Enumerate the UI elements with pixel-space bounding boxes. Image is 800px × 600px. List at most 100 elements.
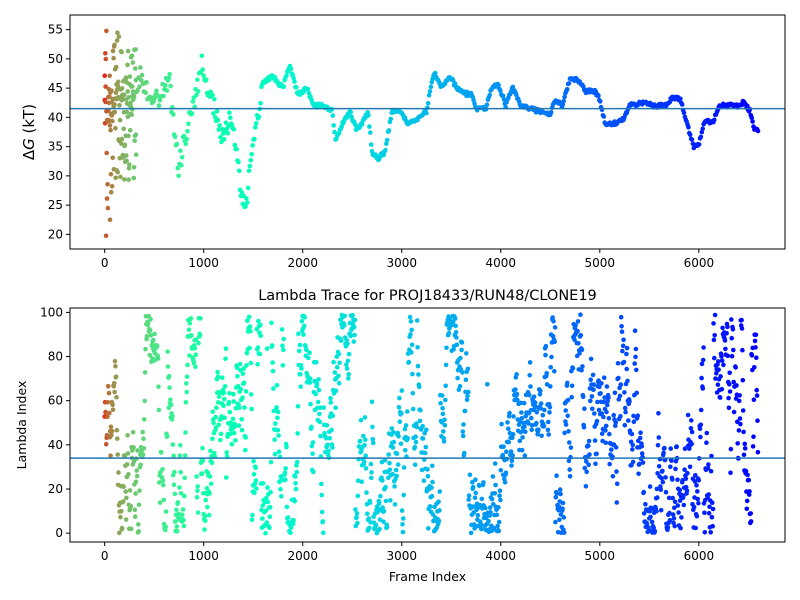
data-point	[751, 397, 757, 403]
data-point	[386, 128, 392, 133]
data-point	[109, 428, 115, 434]
data-point	[346, 371, 352, 377]
data-point	[167, 71, 172, 77]
data-point	[712, 355, 717, 361]
data-point	[124, 158, 129, 164]
data-point	[670, 477, 675, 482]
data-point	[136, 502, 142, 508]
data-point	[579, 367, 584, 373]
data-point	[566, 429, 571, 434]
data-point	[320, 519, 326, 524]
data-point	[473, 477, 478, 483]
data-point	[749, 115, 754, 121]
data-point	[132, 514, 138, 519]
data-point	[336, 351, 342, 357]
data-point	[507, 410, 512, 416]
data-point	[420, 423, 426, 429]
data-point	[407, 314, 413, 320]
x-tick-label: 1000	[188, 549, 219, 563]
data-point	[428, 504, 433, 509]
data-point	[195, 77, 200, 82]
data-point	[363, 437, 368, 443]
data-point	[578, 332, 584, 338]
data-point	[624, 345, 630, 351]
data-point	[510, 453, 515, 458]
data-point	[253, 125, 258, 130]
data-point	[151, 337, 156, 343]
data-point	[214, 405, 219, 411]
data-point	[402, 426, 408, 432]
data-point	[144, 80, 149, 85]
data-point	[575, 328, 580, 334]
data-point	[160, 478, 166, 484]
data-point	[550, 333, 556, 339]
data-point	[368, 142, 374, 147]
data-point	[292, 498, 298, 504]
data-point	[429, 493, 435, 499]
data-point	[103, 51, 108, 56]
data-point	[174, 528, 180, 534]
data-point	[384, 524, 390, 530]
data-point	[112, 389, 117, 395]
data-point	[130, 60, 136, 65]
data-point	[174, 141, 180, 147]
data-point	[603, 440, 609, 446]
data-point	[231, 391, 236, 397]
data-point	[714, 371, 719, 376]
data-point	[361, 459, 367, 465]
data-point	[270, 360, 275, 365]
data-point	[311, 469, 316, 475]
data-point	[183, 141, 189, 147]
data-point	[547, 404, 553, 410]
data-point	[515, 397, 520, 403]
data-point	[336, 380, 342, 386]
data-point	[355, 478, 361, 484]
data-point	[367, 500, 373, 505]
data-point	[231, 127, 237, 132]
x-tick-label: 4000	[486, 549, 517, 563]
data-point	[460, 429, 466, 434]
data-point	[133, 66, 138, 71]
data-point	[124, 153, 129, 158]
data-point	[285, 515, 291, 520]
data-point	[194, 92, 199, 98]
data-point	[645, 529, 650, 535]
data-point	[561, 98, 566, 104]
data-point	[228, 420, 233, 426]
data-point	[495, 523, 500, 529]
data-point	[436, 518, 442, 524]
data-point	[119, 525, 125, 531]
data-point	[465, 366, 471, 372]
data-point	[500, 452, 506, 458]
data-point	[475, 512, 481, 518]
data-point	[633, 346, 639, 352]
data-point	[463, 377, 469, 383]
data-point	[561, 530, 567, 535]
data-point	[133, 47, 138, 52]
data-point	[704, 430, 710, 436]
data-point	[399, 411, 404, 416]
data-point	[607, 431, 612, 437]
data-point	[241, 380, 247, 386]
data-point	[265, 499, 271, 505]
data-point	[325, 442, 331, 448]
data-point	[719, 358, 725, 363]
data-point	[260, 503, 266, 508]
data-point	[488, 510, 493, 515]
data-point	[248, 328, 253, 334]
data-point	[260, 481, 266, 486]
data-point	[665, 525, 671, 530]
data-point	[246, 314, 252, 320]
data-point	[391, 439, 397, 445]
data-point	[370, 440, 376, 446]
data-point	[124, 80, 130, 85]
data-point	[201, 73, 206, 78]
x-tick-label: 1000	[188, 256, 219, 270]
data-point	[517, 438, 523, 444]
data-point	[694, 483, 699, 488]
data-point	[119, 49, 124, 55]
data-point	[161, 482, 166, 488]
data-point	[540, 412, 546, 418]
data-point	[485, 382, 490, 387]
data-point	[110, 48, 116, 54]
